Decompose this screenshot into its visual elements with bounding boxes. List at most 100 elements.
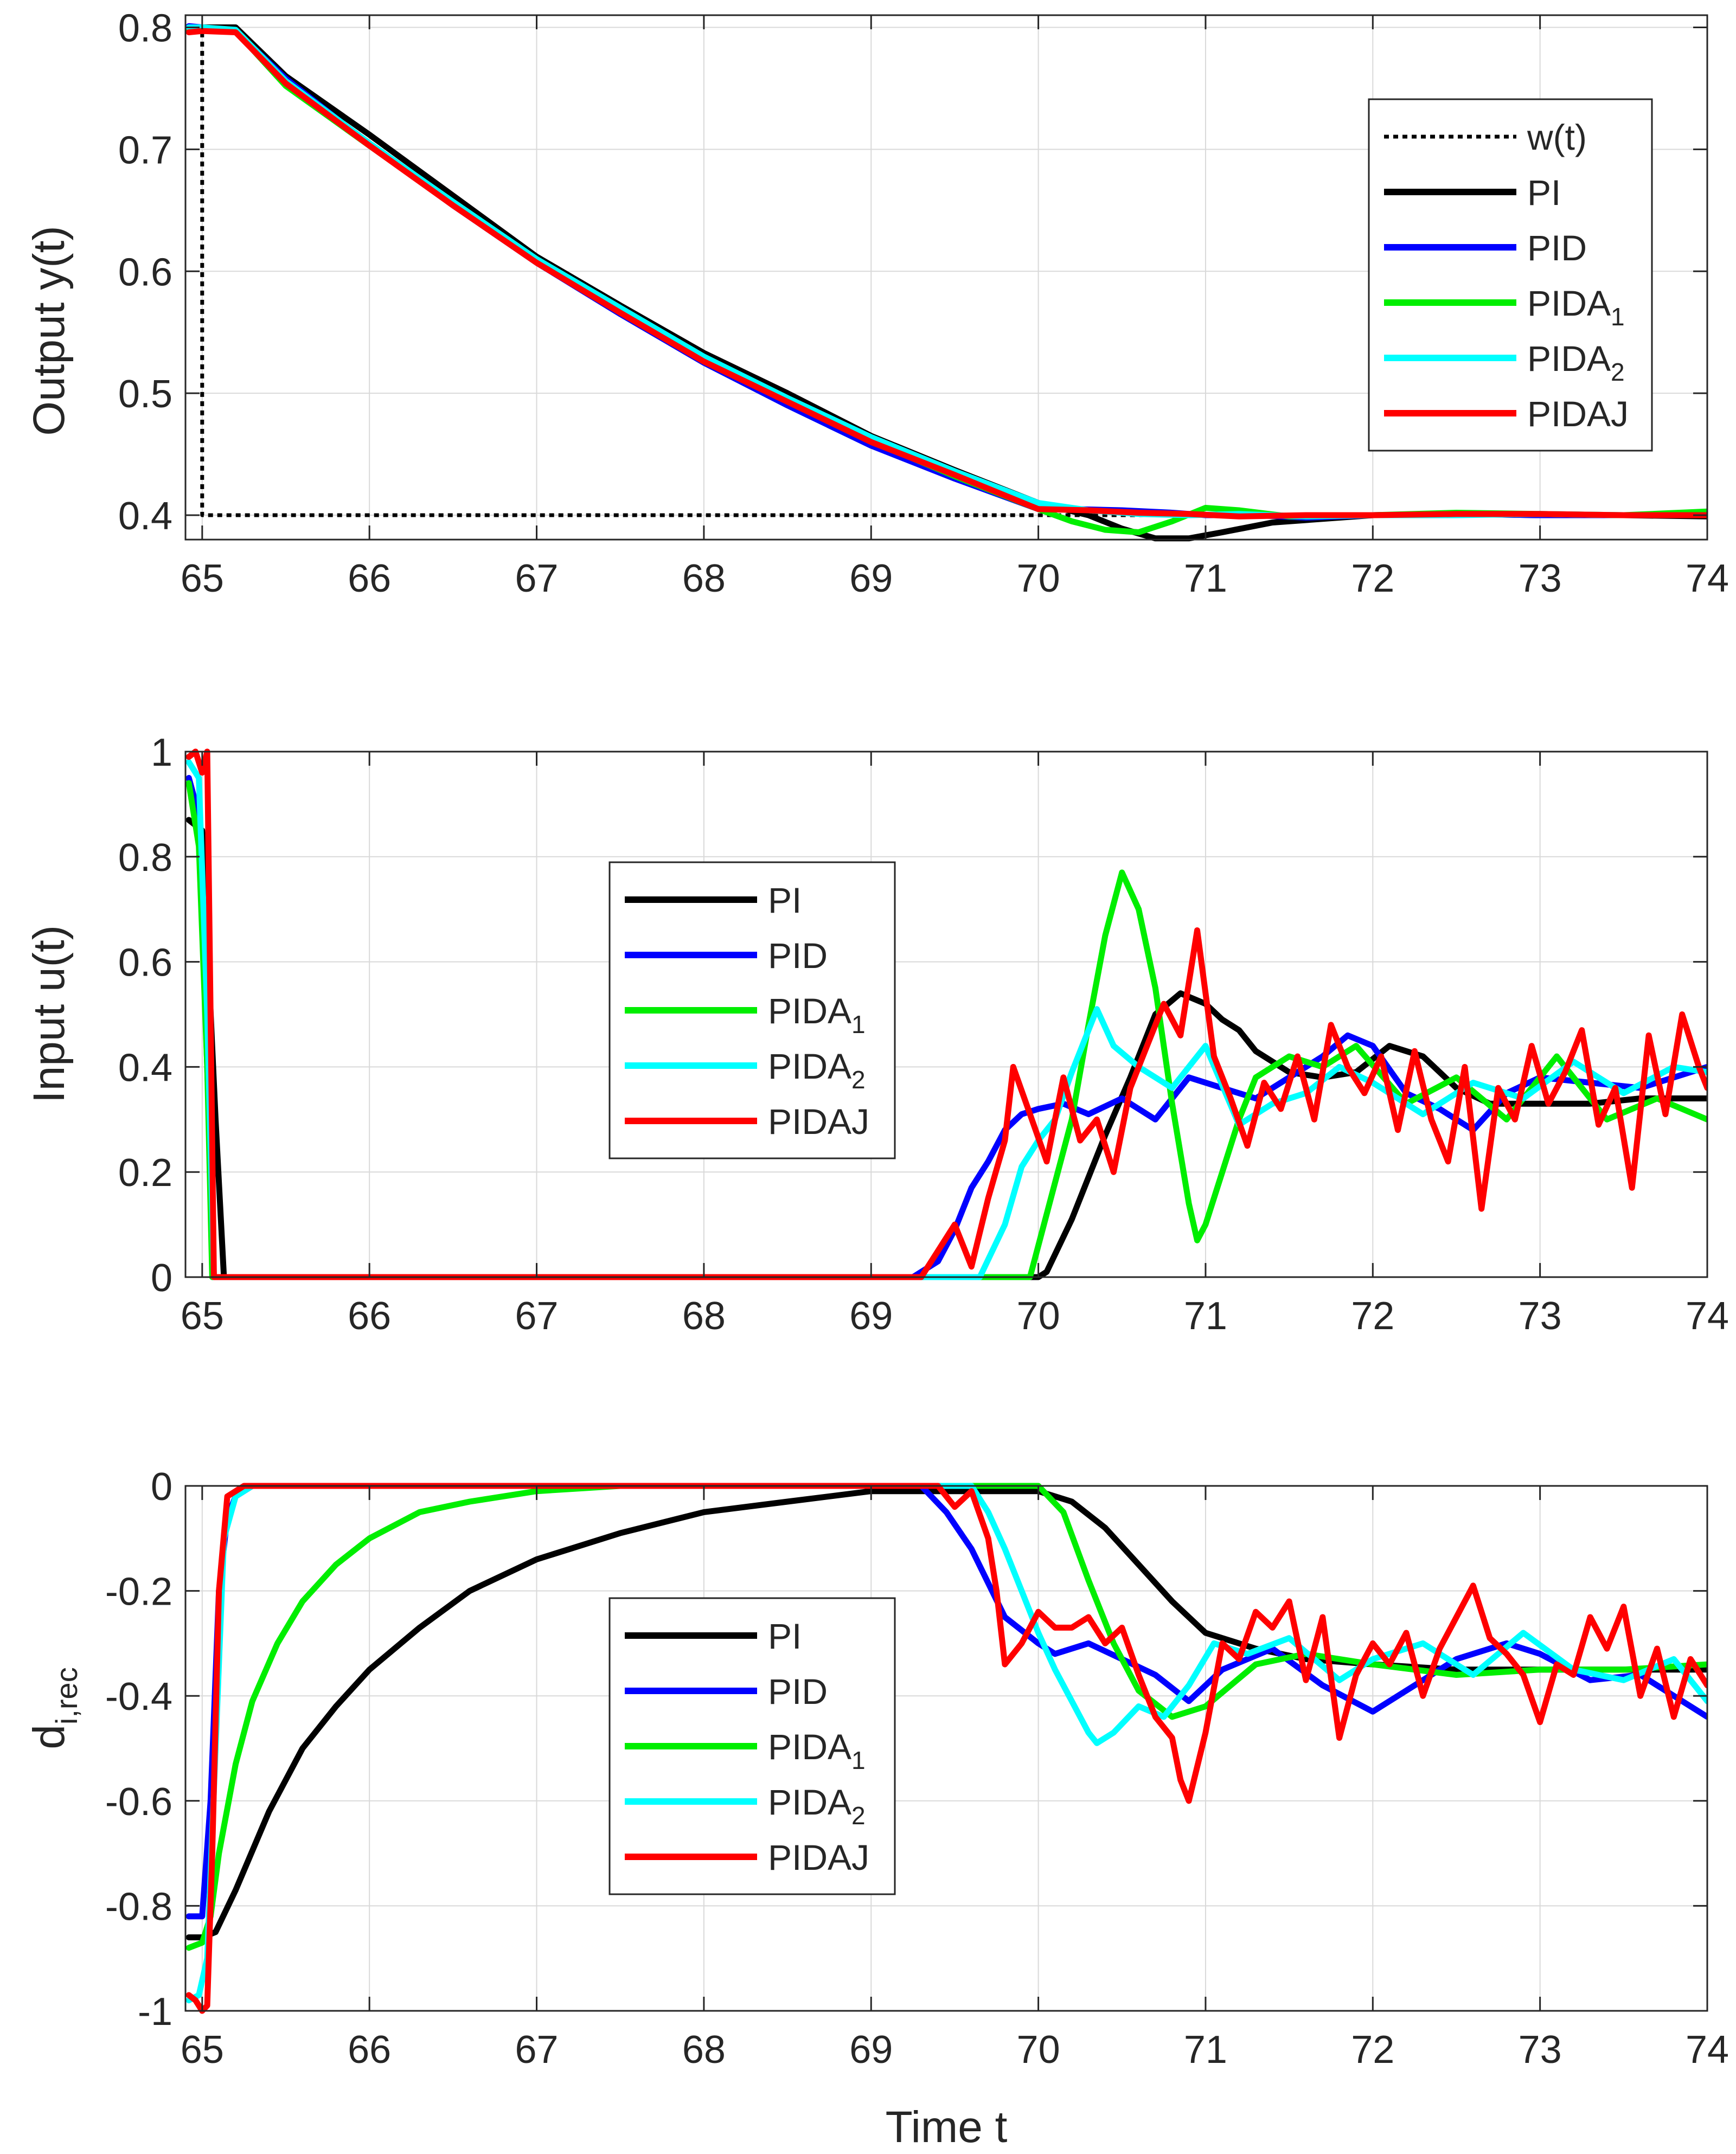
y-tick-label: 0.6	[118, 941, 172, 985]
y-tick-label: -1	[138, 1990, 172, 2034]
y-tick-label: 0.5	[118, 373, 172, 416]
disturbance-plot: 65 66 67 68 69 70 71 72 73 74 0 -0.2 -0.4 -0.6 -0.8 -1 P…	[105, 1465, 1729, 2072]
legend-label-text: w(t)	[1527, 117, 1587, 157]
axes-box	[184, 1485, 1708, 2012]
legend-label-text: PID	[1527, 228, 1587, 268]
x-tick-label: 68	[682, 1294, 726, 1338]
disturbance-y-axis-label-main: d	[24, 1725, 74, 1749]
legend-label-subscript: 2	[851, 1066, 866, 1094]
y-tick-label: 1	[151, 731, 172, 774]
legend-label-text: PIDAJ	[768, 1837, 869, 1877]
legend-label-pi: PI	[768, 880, 802, 920]
x-tick-label: 74	[1686, 557, 1729, 600]
series-group	[185, 23, 1707, 542]
legend-label-text: PIDA	[768, 1046, 851, 1086]
series-line-pidaj	[185, 28, 1707, 520]
output-y-axis-label: Output y(t)	[24, 226, 74, 435]
legend-label-subscript: 1	[1611, 303, 1625, 331]
x-tick-label: 71	[1184, 1294, 1227, 1338]
plot-area	[185, 752, 1707, 1277]
legend-label-pi: PI	[1527, 172, 1561, 213]
x-tick-label: 69	[849, 2028, 893, 2072]
legend-label-text: PIDA	[768, 1782, 851, 1822]
legend-label-subscript: 2	[1611, 358, 1625, 386]
x-tick-label: 74	[1686, 2028, 1729, 2072]
x-tick-label: 65	[181, 557, 224, 600]
legend-label-pi: PI	[768, 1616, 802, 1656]
legend-label-subscript: 1	[851, 1010, 866, 1038]
legend-label-pida2: PIDA2	[768, 1046, 866, 1094]
x-tick-label: 66	[348, 2028, 391, 2072]
legend-label-text: PI	[768, 1616, 802, 1656]
legend-box	[1368, 98, 1653, 452]
x-tick-label: 69	[849, 1294, 893, 1338]
y-tick-label: 0.7	[118, 129, 172, 172]
legend-label-pida1: PIDA1	[768, 991, 866, 1038]
y-tick-label: -0.2	[105, 1570, 172, 1614]
legend-label-subscript: 1	[851, 1746, 866, 1774]
legend-label-pid: PID	[768, 935, 828, 976]
disturbance-y-axis-label-sub: i,rec	[49, 1667, 84, 1725]
series-line-pidaj	[185, 748, 1707, 1280]
legend-label-subscript: 2	[851, 1802, 866, 1830]
x-tick-label: 70	[1017, 2028, 1060, 2072]
legend-label-pidaj: PIDAJ	[768, 1837, 869, 1877]
legend-label-text: PIDAJ	[768, 1101, 869, 1142]
y-tick-label: 0.8	[118, 836, 172, 880]
legend-label-ref: w(t)	[1527, 117, 1587, 157]
x-tick-label: 69	[849, 557, 893, 600]
series-line-pidaj	[185, 1483, 1707, 2014]
y-tick-label: 0.4	[118, 1046, 172, 1089]
legend-label-text: PIDA	[1527, 283, 1611, 323]
legend-label-pidaj: PIDAJ	[768, 1101, 869, 1142]
x-tick-label: 71	[1184, 557, 1227, 600]
legend-label-pid: PID	[768, 1671, 828, 1711]
legend-label-pida2: PIDA2	[1527, 338, 1625, 386]
input-plot: 65 66 67 68 69 70 71 72 73 74 0 0.2 0.4 0.6 0.8 1 PI PID P…	[118, 731, 1729, 1338]
axes-box	[184, 14, 1708, 541]
x-tick-label: 65	[181, 1294, 224, 1338]
x-tick-label: 68	[682, 2028, 726, 2072]
legend-label-pida1: PIDA1	[768, 1727, 866, 1774]
plot-area	[185, 1486, 1707, 2011]
x-tick-label: 66	[348, 1294, 391, 1338]
series-line-pida2	[185, 1483, 1707, 2004]
legend-label-text: PID	[768, 935, 828, 976]
axes-box	[184, 751, 1708, 1278]
x-tick-label: 67	[515, 2028, 558, 2072]
input-y-axis-label: Input u(t)	[24, 925, 74, 1103]
x-tick-label: 66	[348, 557, 391, 600]
x-tick-label: 72	[1351, 1294, 1394, 1338]
x-tick-label: 72	[1351, 2028, 1394, 2072]
legend-label-pidaj: PIDAJ	[1527, 394, 1629, 434]
y-tick-label: 0.8	[118, 7, 172, 50]
legend: PI PID PIDA1 PIDA2 PIDAJ	[608, 861, 896, 1159]
x-tick-label: 71	[1184, 2028, 1227, 2072]
legend-label-text: PIDA	[768, 1727, 851, 1767]
x-tick-label: 70	[1017, 1294, 1060, 1338]
legend-label-pida1: PIDA1	[1527, 283, 1625, 331]
legend-label-text: PIDAJ	[1527, 394, 1629, 434]
x-tick-label: 74	[1686, 1294, 1729, 1338]
y-tick-label: -0.8	[105, 1885, 172, 1928]
y-tick-label: 0.6	[118, 251, 172, 294]
y-tick-label: 0	[151, 1256, 172, 1300]
y-tick-label: -0.6	[105, 1780, 172, 1824]
y-tick-label: 0.4	[118, 495, 172, 538]
x-tick-label: 73	[1519, 2028, 1562, 2072]
series-line-pida1	[185, 780, 1707, 1280]
x-tick-label: 67	[515, 1294, 558, 1338]
x-tick-label: 73	[1519, 1294, 1562, 1338]
time-x-axis-label: Time t	[886, 2102, 1008, 2152]
legend-label-text: PI	[1527, 172, 1561, 213]
x-tick-label: 73	[1519, 557, 1562, 600]
legend-label-pida2: PIDA2	[768, 1782, 866, 1830]
y-tick-label: 0.2	[118, 1151, 172, 1195]
output-plot: 65 66 67 68 69 70 71 72 73 74 0.4 0.5 0.6 0.7 0.8 w(t) P…	[118, 7, 1729, 600]
y-tick-label: -0.4	[105, 1675, 172, 1719]
legend-label-text: PI	[768, 880, 802, 920]
legend-label-pid: PID	[1527, 228, 1587, 268]
